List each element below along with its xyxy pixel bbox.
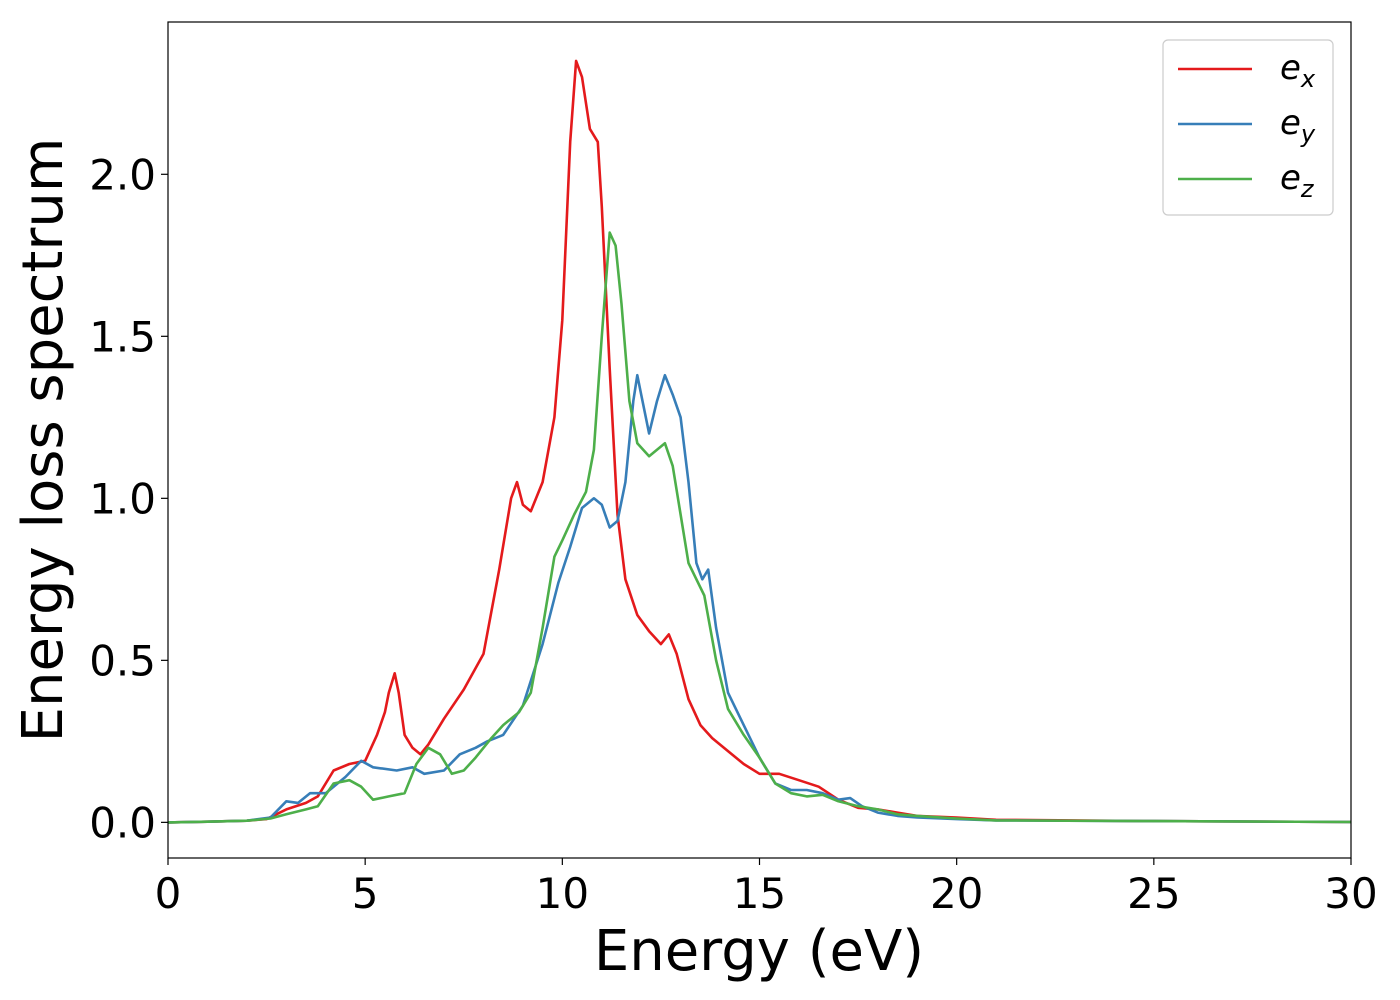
legend-subscript-z: z <box>1300 175 1315 203</box>
x-tick-label: 20 <box>930 869 983 918</box>
x-axis: 0 5 10 15 20 25 30 <box>155 858 1378 918</box>
legend-subscript-x: x <box>1300 65 1316 93</box>
x-tick-label: 30 <box>1324 869 1377 918</box>
x-tick-label: 0 <box>155 869 182 918</box>
x-tick-label: 15 <box>733 869 786 918</box>
x-tick-label: 25 <box>1127 869 1180 918</box>
legend-label-x: ex <box>1280 48 1316 93</box>
y-tick-label: 2.0 <box>89 150 156 199</box>
legend-label-y: ey <box>1280 103 1316 148</box>
series-layer <box>167 59 1352 824</box>
y-tick-label: 1.5 <box>89 312 156 361</box>
y-axis: 0.0 0.5 1.0 1.5 2.0 <box>89 150 168 847</box>
series-line-x <box>167 59 1352 824</box>
x-tick-label: 10 <box>536 869 589 918</box>
y-tick-label: 0.0 <box>89 798 156 847</box>
y-axis-title: Energy loss spectrum <box>11 138 76 743</box>
legend-box <box>1162 39 1334 216</box>
x-axis-title: Energy (eV) <box>594 919 924 984</box>
x-tick-label: 5 <box>352 869 379 918</box>
y-tick-label: 0.5 <box>89 636 156 685</box>
y-tick-label: 1.0 <box>89 474 156 523</box>
series-line-y <box>167 373 1352 824</box>
legend-subscript-y: y <box>1300 120 1316 148</box>
series-line-z <box>167 231 1352 824</box>
